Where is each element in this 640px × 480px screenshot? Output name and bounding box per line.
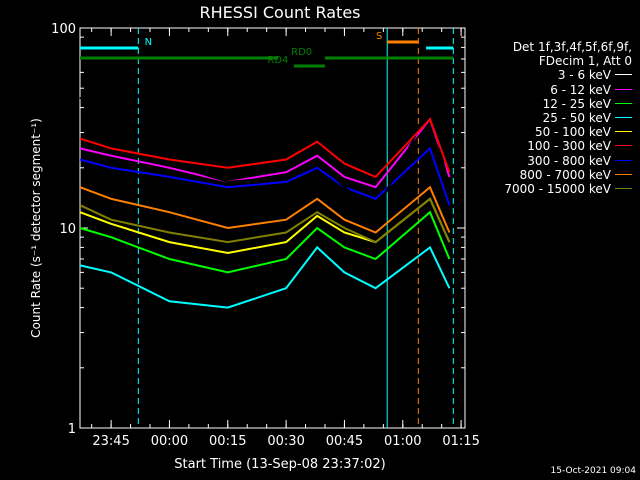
legend-item: 50 - 100 keV <box>470 125 632 139</box>
annotation-label: N <box>145 37 152 48</box>
x-tick-label: 01:15 <box>442 434 479 449</box>
legend-item: 100 - 300 keV <box>470 139 632 153</box>
legend-item: 6 - 12 keV <box>470 83 632 97</box>
legend-item-label: 50 - 100 keV <box>534 125 611 140</box>
legend-item-label: 7000 - 15000 keV <box>504 182 611 197</box>
legend-item: 800 - 7000 keV <box>470 168 632 182</box>
legend-item: 25 - 50 keV <box>470 111 632 125</box>
legend-item-label: 12 - 25 keV <box>542 96 611 111</box>
y-tick-label: 10 <box>59 222 76 237</box>
x-tick-label: 01:00 <box>384 434 421 449</box>
legend-item-label: 3 - 6 keV <box>557 68 611 83</box>
series-line <box>79 117 451 179</box>
series-line <box>79 210 451 274</box>
legend-swatch <box>615 102 632 104</box>
annotation-label: S <box>376 31 382 42</box>
x-tick-label: 00:00 <box>151 434 188 449</box>
legend-swatch <box>615 88 632 90</box>
legend-swatch <box>615 131 632 133</box>
x-tick-label: 00:45 <box>326 434 363 449</box>
series-line <box>79 245 451 309</box>
legend-item: 3 - 6 keV <box>470 68 632 82</box>
chart-legend: Det 1f,3f,4f,5f,6f,9f, FDecim 1, Att 0 3… <box>470 40 632 196</box>
x-tick-label: 00:30 <box>267 434 304 449</box>
y-tick-label: 100 <box>51 22 76 37</box>
y-axis-label: Count Rate (s⁻¹ detector segment⁻¹) <box>29 118 43 338</box>
legend-item-label: 25 - 50 keV <box>542 111 611 126</box>
legend-swatch <box>615 188 632 190</box>
legend-swatch <box>615 173 632 175</box>
series-line <box>79 117 451 189</box>
series-line <box>79 146 451 206</box>
legend-swatch <box>615 159 632 161</box>
legend-item-label: 100 - 300 keV <box>527 139 611 154</box>
legend-item: 12 - 25 keV <box>470 97 632 111</box>
plot-area: 1 10 100 23:45 00:00 00:15 00:30 00:45 01:00 01:1… <box>51 22 480 449</box>
series-line <box>79 185 451 234</box>
annotation-label: RD4 <box>267 55 288 66</box>
y-tick-label: 1 <box>68 422 76 437</box>
legend-item-label: 800 - 7000 keV <box>519 167 611 182</box>
series-line <box>79 96 451 214</box>
series-line <box>79 197 451 244</box>
legend-swatch <box>615 74 632 76</box>
legend-item: 7000 - 15000 keV <box>470 182 632 196</box>
x-tick-label: 23:45 <box>92 434 129 449</box>
x-tick-label: 00:15 <box>209 434 246 449</box>
annotation-label: RD0 <box>291 47 312 58</box>
legend-header-line-1: Det 1f,3f,4f,5f,6f,9f, <box>512 40 632 54</box>
legend-item: 300 - 800 keV <box>470 154 632 168</box>
plot-frame <box>79 27 466 429</box>
x-axis-label: Start Time (13-Sep-08 23:37:02) <box>174 457 385 472</box>
legend-swatch <box>615 145 632 147</box>
legend-item-label: 300 - 800 keV <box>527 153 611 168</box>
footer-timestamp: 15-Oct-2021 09:04 <box>550 466 636 476</box>
legend-item-label: 6 - 12 keV <box>550 82 611 97</box>
legend-header-line-2: FDecim 1, Att 0 <box>538 54 632 69</box>
chart-title: RHESSI Count Rates <box>200 3 361 22</box>
legend-swatch <box>615 117 632 119</box>
